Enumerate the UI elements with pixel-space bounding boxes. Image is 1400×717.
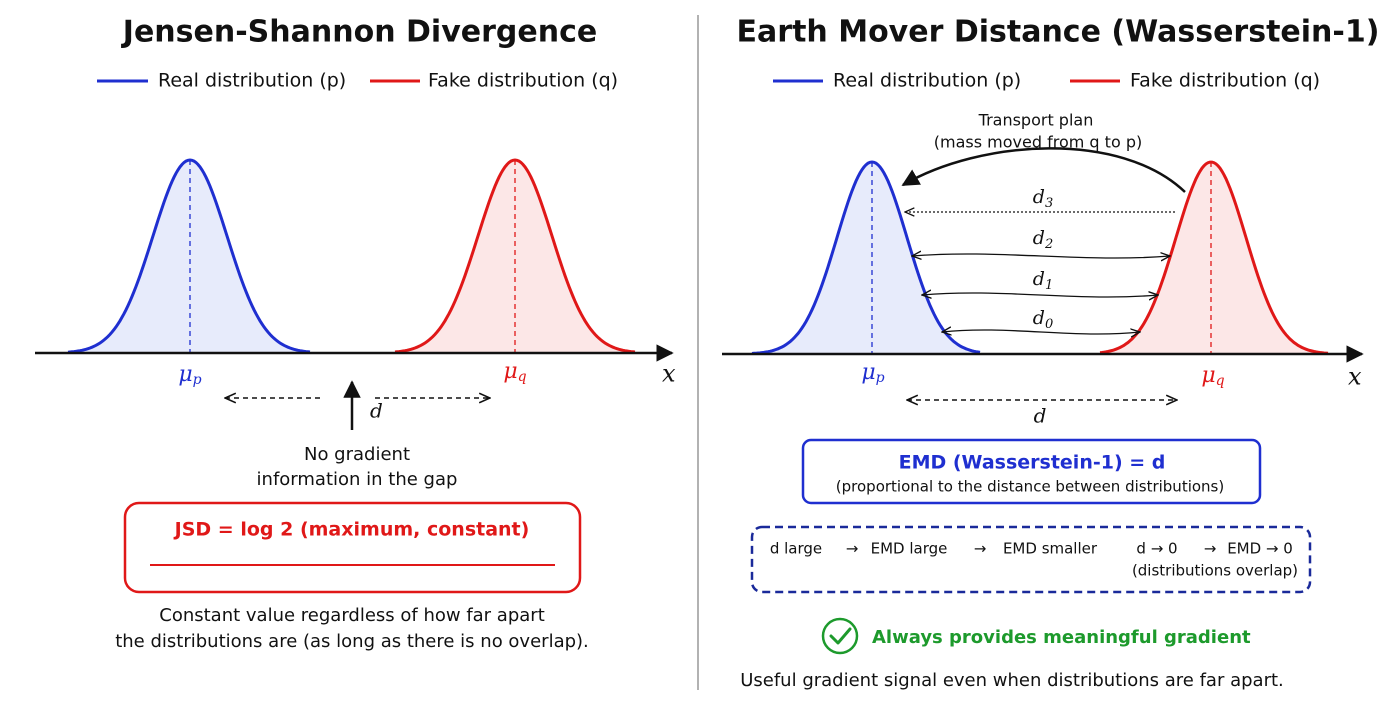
- symbol: d: [1033, 268, 1045, 290]
- symbol: μ: [178, 362, 192, 387]
- trend-arrow: →: [846, 540, 859, 558]
- mean-label: μp: [178, 362, 201, 388]
- caption: the distributions are (as long as there …: [115, 631, 589, 652]
- density-fill: [1100, 162, 1328, 354]
- distance-label: d2: [1033, 227, 1053, 252]
- caption: Useful gradient signal even when distrib…: [740, 670, 1284, 691]
- legend-label: Real distribution (p): [833, 70, 1021, 92]
- distance-arrow: [912, 254, 1170, 258]
- density-curve: [67, 158, 311, 354]
- trend-box: [750, 525, 1312, 594]
- mean-label: μq: [503, 359, 526, 385]
- legend-label: Real distribution (p): [158, 70, 346, 92]
- result: JSD = log 2 (maximum, constant): [173, 519, 530, 541]
- legend-label: Fake distribution (q): [428, 70, 618, 92]
- mean-label: μq: [1201, 363, 1224, 389]
- subscript: p: [876, 370, 885, 386]
- axis-label: x: [662, 360, 676, 388]
- subscript: p: [193, 372, 202, 388]
- symbol: d: [1033, 186, 1045, 208]
- subscript: 1: [1045, 278, 1053, 293]
- subscript: q: [1216, 373, 1225, 389]
- trend-note: (distributions overlap): [1132, 562, 1298, 580]
- subscript: 0: [1045, 317, 1053, 332]
- symbol: μ: [503, 359, 517, 384]
- gap-label: d: [370, 399, 383, 423]
- distance-arrow: [942, 330, 1140, 334]
- trend-item: EMD large: [871, 540, 948, 558]
- transport-note: (mass moved from q to p): [934, 133, 1142, 152]
- gap-label: d: [1034, 404, 1047, 428]
- check-icon: [821, 617, 859, 655]
- check-mark: [829, 627, 852, 645]
- result: EMD (Wasserstein-1) = d: [899, 452, 1166, 474]
- title: Earth Mover Distance (Wasserstein-1): [737, 15, 1380, 50]
- mean-label: μp: [861, 360, 884, 386]
- trend-item: EMD → 0: [1227, 540, 1293, 558]
- symbol: μ: [1201, 363, 1215, 388]
- distance-label: d1: [1033, 268, 1053, 293]
- caption: Constant value regardless of how far apa…: [159, 605, 545, 626]
- benefit: Always provides meaningful gradient: [872, 627, 1251, 648]
- title: Jensen-Shannon Divergence: [121, 15, 597, 50]
- axis-label: x: [1348, 363, 1362, 391]
- transport-label: Transport plan: [978, 111, 1094, 130]
- distance-label: d0: [1033, 307, 1053, 332]
- density-fill: [68, 160, 310, 353]
- trend-item: EMD smaller: [1003, 540, 1098, 558]
- trend-arrow: →: [1204, 540, 1217, 558]
- trend-arrow: →: [974, 540, 987, 558]
- subscript: q: [518, 369, 527, 385]
- result-note: (proportional to the distance between di…: [836, 478, 1224, 496]
- trend-item: d → 0: [1136, 540, 1177, 558]
- gap-note: information in the gap: [257, 469, 458, 490]
- density-fill: [752, 162, 980, 354]
- symbol: d: [1033, 227, 1045, 249]
- symbol: d: [1033, 307, 1045, 329]
- transport-arrow: [901, 147, 1186, 193]
- shapes: [35, 15, 1364, 690]
- trend-item: d large: [770, 540, 822, 558]
- symbol: μ: [861, 360, 875, 385]
- subscript: 3: [1045, 196, 1053, 211]
- distance-label: d3: [1033, 186, 1053, 211]
- subscript: 2: [1044, 237, 1053, 252]
- result-box: [801, 438, 1262, 505]
- distance-arrow: [922, 293, 1158, 297]
- result-box: [123, 501, 582, 594]
- legend-label: Fake distribution (q): [1130, 70, 1320, 92]
- gap-note: No gradient: [304, 444, 410, 465]
